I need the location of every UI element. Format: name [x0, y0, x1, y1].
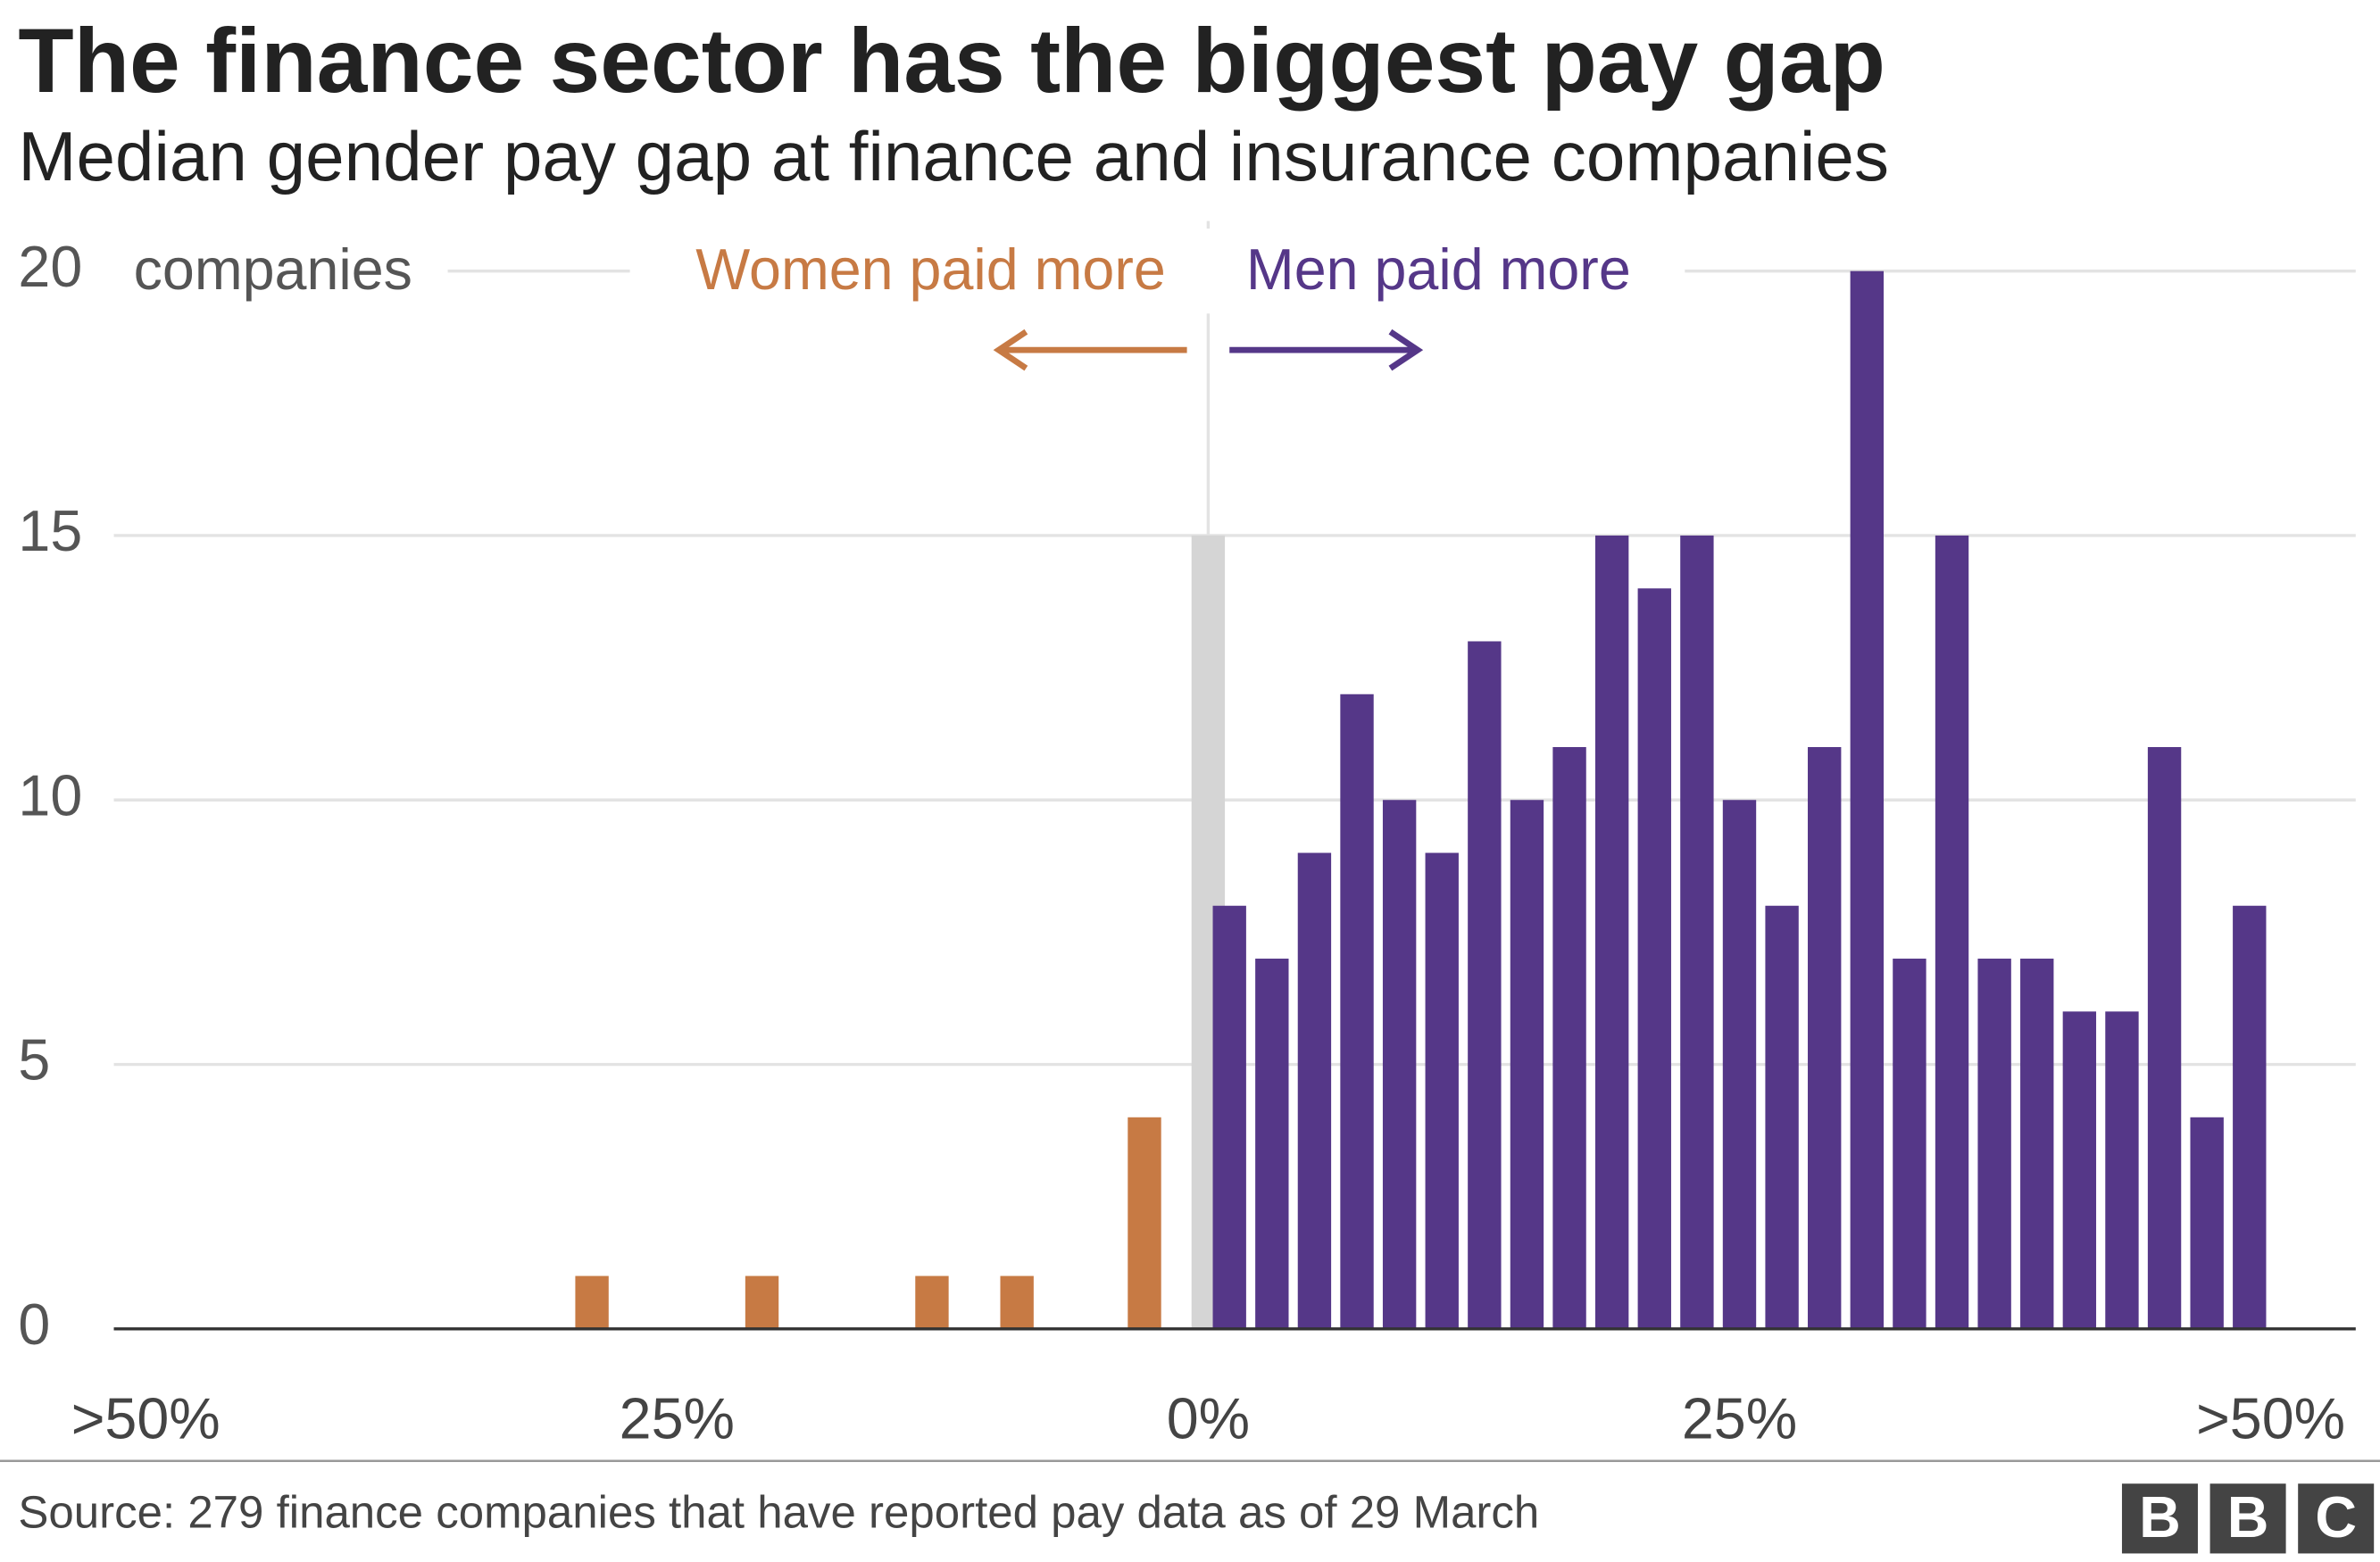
bar	[575, 1275, 609, 1329]
bar	[915, 1275, 949, 1329]
bar	[2147, 746, 2182, 1329]
bar	[2190, 1117, 2224, 1329]
bar	[1425, 852, 1459, 1329]
bar	[2062, 1011, 2097, 1329]
annotation: Men paid more	[1246, 237, 1631, 302]
logo-letter: B	[2227, 1485, 2269, 1550]
x-tick-label: 25%	[620, 1386, 735, 1450]
y-axis-label: companies	[134, 237, 412, 302]
x-tick-label: >50%	[2196, 1386, 2345, 1450]
bar	[2020, 959, 2054, 1329]
bar	[1382, 800, 1417, 1329]
arrow-head	[993, 328, 1028, 371]
label-backing	[106, 228, 448, 314]
bar	[1977, 959, 2011, 1329]
logo-box	[2209, 1483, 2286, 1554]
bar	[1893, 959, 1926, 1329]
annotation: Women paid more	[695, 237, 1166, 302]
bar	[1212, 905, 1246, 1329]
bar	[1765, 905, 1799, 1329]
bar	[1722, 800, 1757, 1329]
bar	[1594, 535, 1629, 1329]
logo-letter: B	[2139, 1485, 2181, 1550]
source: Source: 279 finance companies that have …	[18, 1486, 1539, 1537]
bar	[2105, 1011, 2139, 1329]
chart-title: The finance sector has the biggest pay g…	[18, 10, 1885, 112]
bar	[1297, 852, 1332, 1329]
bar	[1468, 641, 1502, 1329]
logo-letter: C	[2315, 1485, 2357, 1550]
bar	[1935, 535, 1969, 1329]
x-tick-label: >50%	[71, 1386, 221, 1450]
bar	[1808, 746, 1842, 1329]
arrow-head	[1388, 328, 1424, 371]
bar	[2233, 905, 2267, 1329]
labels: 0 5 10 15 20 >50% 25% 0% 25% >50% companies Women p…	[18, 228, 2375, 1554]
bar	[1255, 959, 1289, 1329]
y-tick-label: 20	[18, 235, 82, 299]
label-backing	[629, 228, 1685, 314]
y-tick-label: 10	[18, 763, 82, 827]
logo-box	[2121, 1483, 2198, 1554]
bar	[1128, 1117, 1161, 1329]
y-tick-label: 0	[18, 1292, 50, 1357]
x-tick-label: 25%	[1682, 1386, 1797, 1450]
y-tick-label: 5	[18, 1028, 50, 1093]
bar	[1510, 800, 1544, 1329]
bars	[575, 270, 2267, 1329]
y-tick-label: 15	[18, 499, 82, 563]
x-tick-label: 0%	[1167, 1386, 1250, 1450]
bar	[1552, 746, 1586, 1329]
bar	[1340, 694, 1374, 1329]
bar	[1850, 270, 1884, 1329]
bar	[1680, 535, 1714, 1329]
bar	[1637, 588, 1671, 1329]
chart-subtitle: Median gender pay gap at finance and ins…	[18, 117, 1889, 195]
logo-box	[2298, 1483, 2375, 1554]
bar	[745, 1275, 779, 1329]
bar	[1000, 1275, 1034, 1329]
